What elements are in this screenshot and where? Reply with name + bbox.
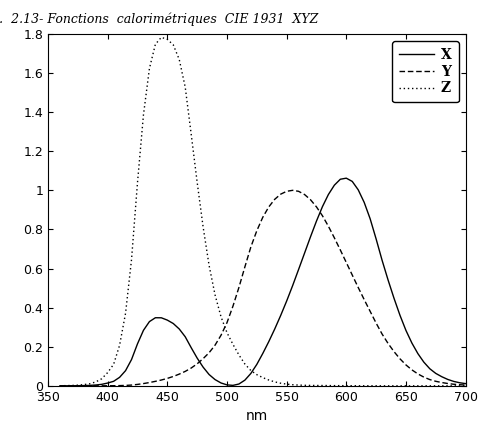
- X-axis label: nm: nm: [246, 409, 268, 423]
- Legend: X, Y, Z: X, Y, Z: [392, 41, 459, 102]
- Text: FIG.  2.13- Fonctions  calorimétriques  CIE 1931  XYZ: FIG. 2.13- Fonctions calorimétriques CIE…: [0, 13, 318, 26]
